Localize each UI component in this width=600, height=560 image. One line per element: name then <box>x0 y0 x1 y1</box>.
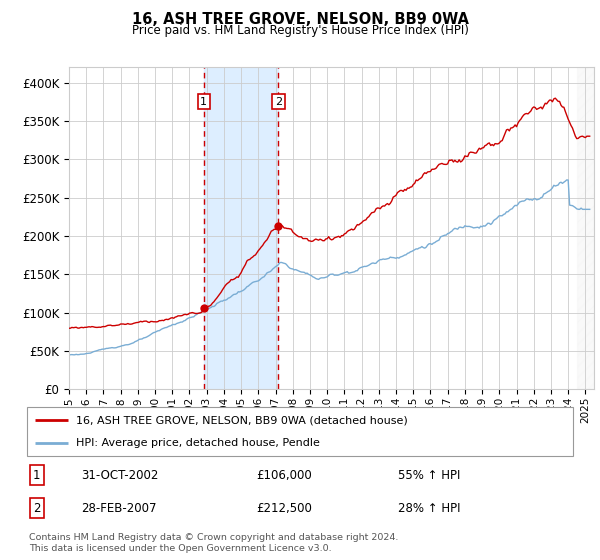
Text: 2: 2 <box>275 97 282 107</box>
FancyBboxPatch shape <box>27 407 573 456</box>
Text: 1: 1 <box>200 97 207 107</box>
Bar <box>577 67 594 389</box>
Text: Contains HM Land Registry data © Crown copyright and database right 2024.
This d: Contains HM Land Registry data © Crown c… <box>29 533 398 553</box>
Text: £212,500: £212,500 <box>256 502 312 515</box>
Text: Price paid vs. HM Land Registry's House Price Index (HPI): Price paid vs. HM Land Registry's House … <box>131 24 469 36</box>
Text: 2: 2 <box>33 502 41 515</box>
Bar <box>204 67 278 389</box>
Text: 28-FEB-2007: 28-FEB-2007 <box>82 502 157 515</box>
Text: 55% ↑ HPI: 55% ↑ HPI <box>398 469 461 482</box>
Text: 16, ASH TREE GROVE, NELSON, BB9 0WA: 16, ASH TREE GROVE, NELSON, BB9 0WA <box>131 12 469 27</box>
Text: £106,000: £106,000 <box>256 469 312 482</box>
Text: 31-OCT-2002: 31-OCT-2002 <box>82 469 159 482</box>
Text: 16, ASH TREE GROVE, NELSON, BB9 0WA (detached house): 16, ASH TREE GROVE, NELSON, BB9 0WA (det… <box>76 416 408 426</box>
Text: 28% ↑ HPI: 28% ↑ HPI <box>398 502 461 515</box>
Text: HPI: Average price, detached house, Pendle: HPI: Average price, detached house, Pend… <box>76 438 320 448</box>
Text: 1: 1 <box>33 469 41 482</box>
